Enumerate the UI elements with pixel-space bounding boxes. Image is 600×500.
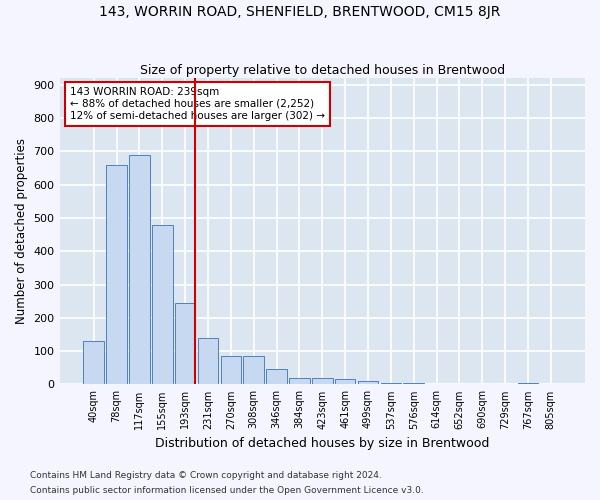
Bar <box>289 378 310 384</box>
Bar <box>83 341 104 384</box>
Bar <box>358 381 378 384</box>
Bar <box>106 164 127 384</box>
Bar <box>152 224 173 384</box>
X-axis label: Distribution of detached houses by size in Brentwood: Distribution of detached houses by size … <box>155 437 490 450</box>
Bar <box>266 369 287 384</box>
Title: Size of property relative to detached houses in Brentwood: Size of property relative to detached ho… <box>140 64 505 77</box>
Bar <box>244 356 264 384</box>
Bar <box>221 356 241 384</box>
Bar <box>403 383 424 384</box>
Bar <box>129 154 150 384</box>
Y-axis label: Number of detached properties: Number of detached properties <box>15 138 28 324</box>
Text: 143, WORRIN ROAD, SHENFIELD, BRENTWOOD, CM15 8JR: 143, WORRIN ROAD, SHENFIELD, BRENTWOOD, … <box>100 5 500 19</box>
Text: Contains HM Land Registry data © Crown copyright and database right 2024.: Contains HM Land Registry data © Crown c… <box>30 471 382 480</box>
Bar <box>312 378 332 384</box>
Bar <box>335 380 355 384</box>
Text: Contains public sector information licensed under the Open Government Licence v3: Contains public sector information licen… <box>30 486 424 495</box>
Bar <box>518 383 538 384</box>
Bar <box>175 303 196 384</box>
Bar <box>198 338 218 384</box>
Bar <box>380 383 401 384</box>
Text: 143 WORRIN ROAD: 239sqm
← 88% of detached houses are smaller (2,252)
12% of semi: 143 WORRIN ROAD: 239sqm ← 88% of detache… <box>70 88 325 120</box>
